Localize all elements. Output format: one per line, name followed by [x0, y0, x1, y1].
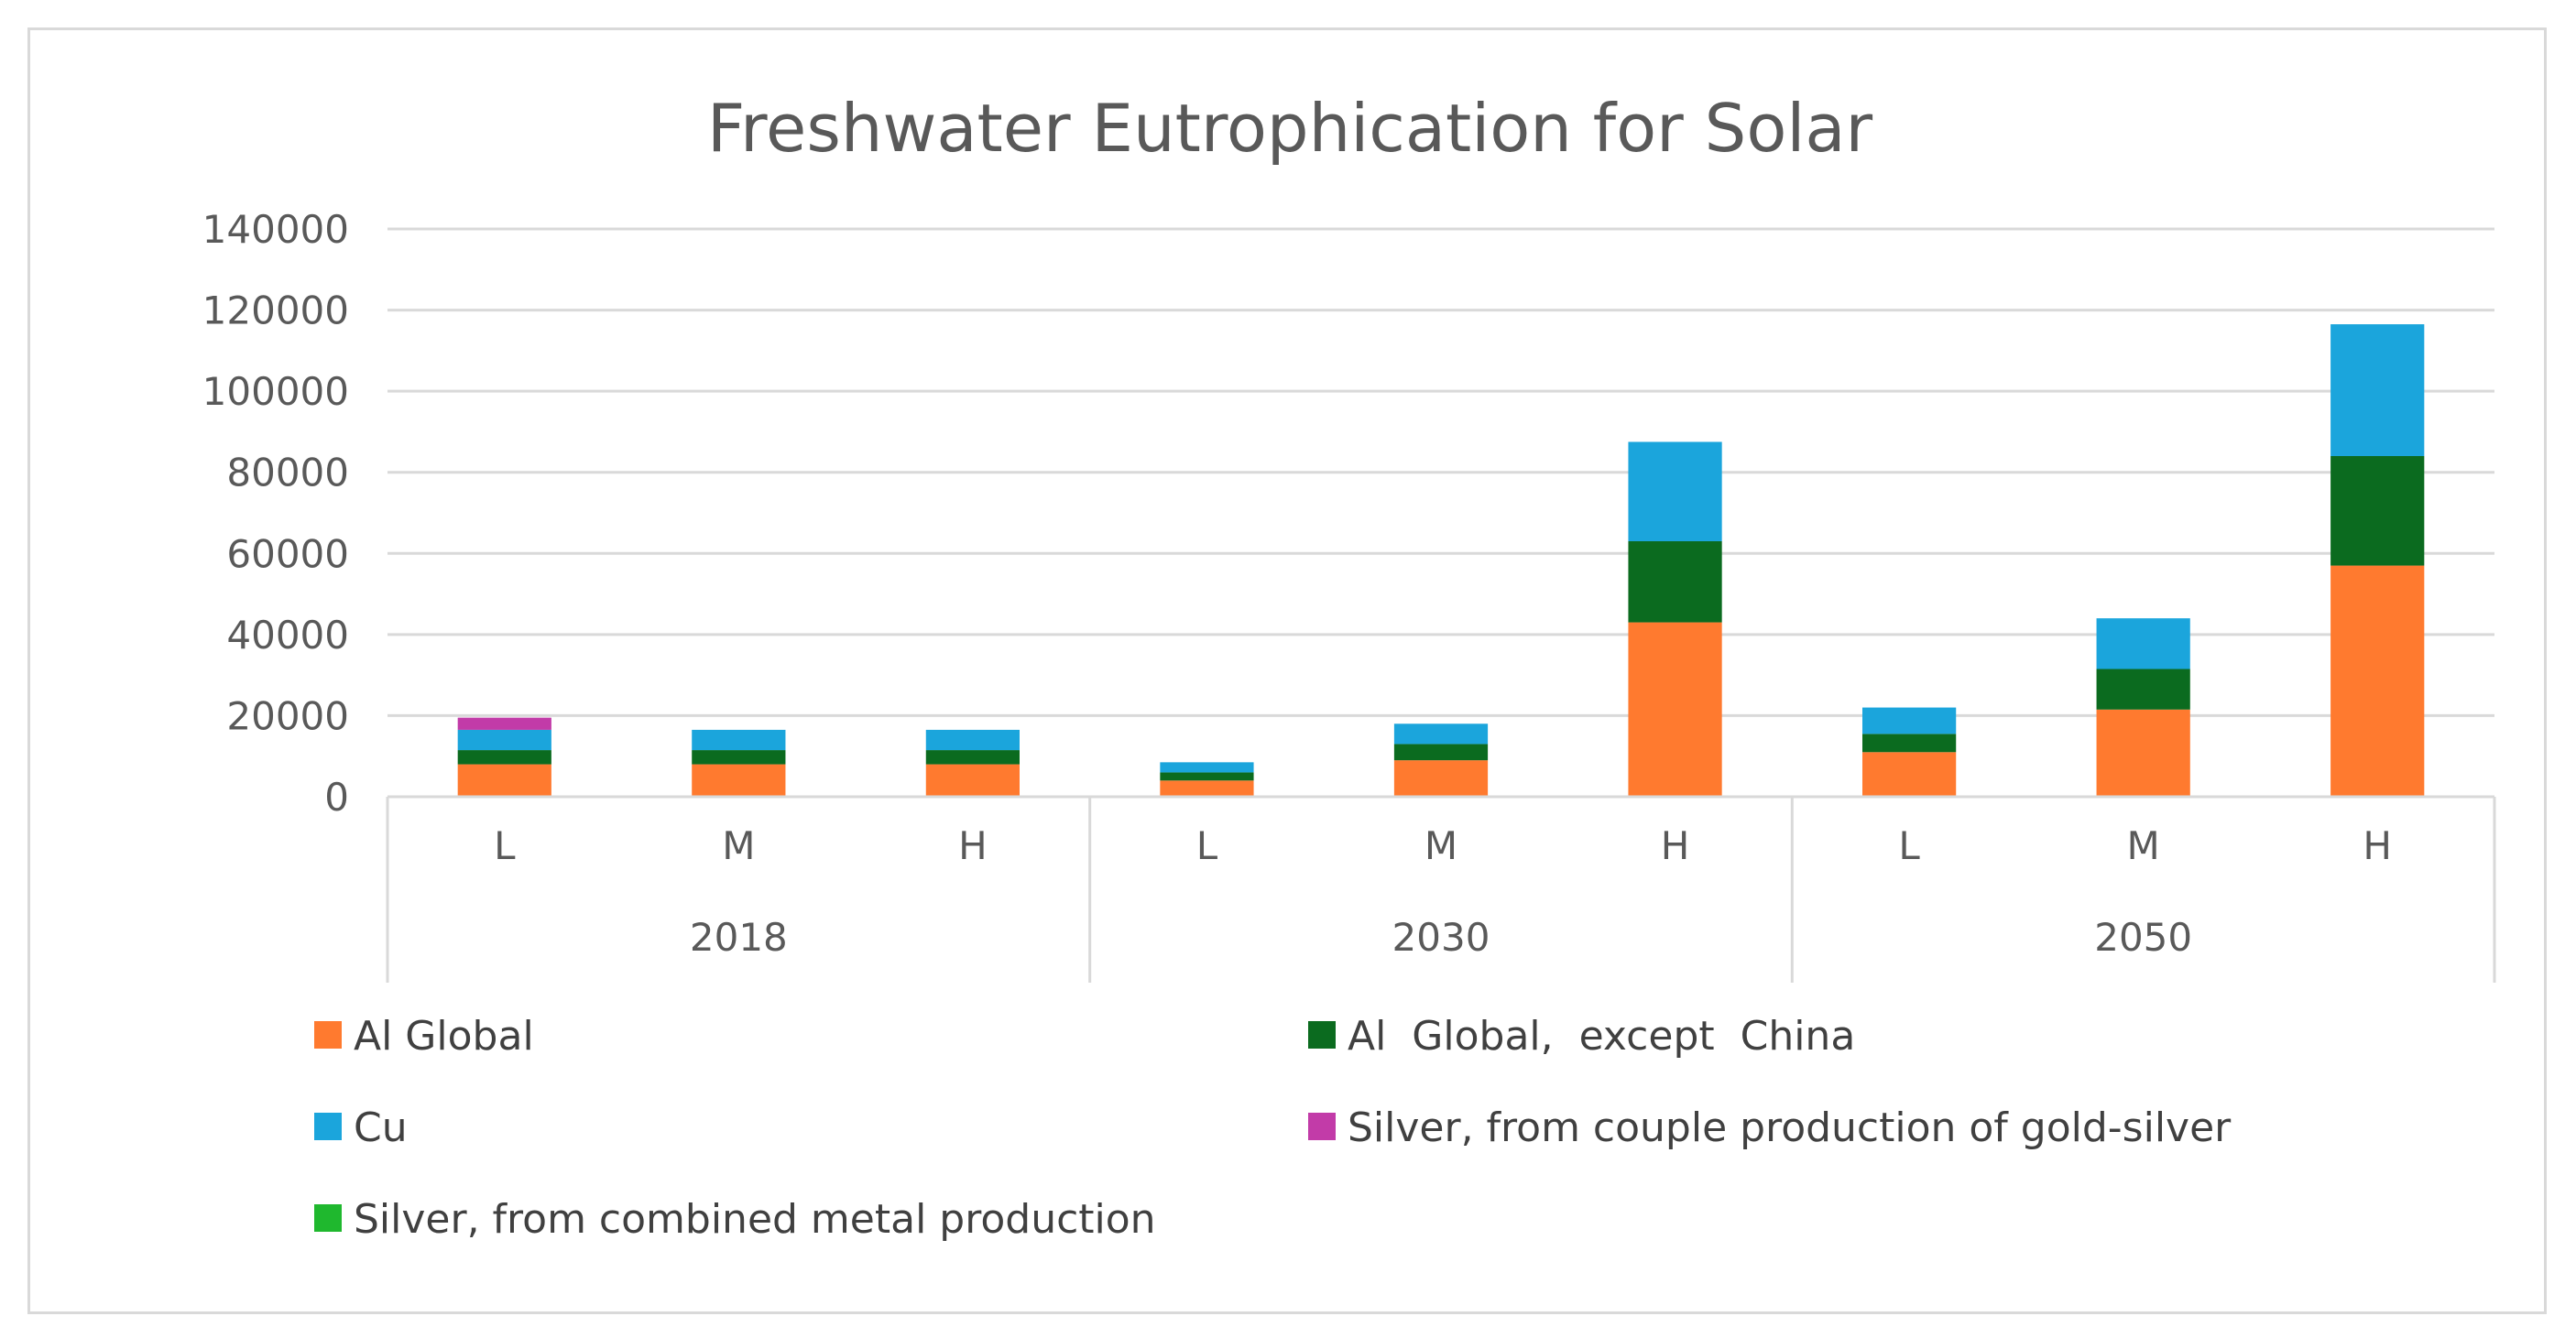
- bar-segment: [1628, 622, 1722, 797]
- chart-svg: Freshwater Eutrophication for Solar 0 200…: [202, 90, 2496, 1243]
- legend-label: Silver, from combined metal production: [354, 1196, 1156, 1243]
- bar-segment: [1862, 752, 1957, 797]
- bar-segment: [457, 764, 551, 797]
- bar-segment: [2330, 565, 2425, 797]
- bar-segment: [1862, 734, 1957, 753]
- legend-label: Silver, from couple production of gold-s…: [1348, 1104, 2232, 1151]
- y-tick-label: 0: [324, 775, 349, 820]
- y-tick-label: 100000: [202, 369, 349, 414]
- bar-segment: [2096, 618, 2190, 669]
- x-group-label: 2018: [690, 915, 788, 960]
- x-tick-label: H: [1661, 823, 1690, 868]
- legend-item: Al Global: [314, 1013, 534, 1060]
- bar-segment: [1628, 541, 1722, 623]
- legend-swatch: [314, 1021, 342, 1049]
- legend-item: Cu: [314, 1104, 408, 1151]
- bar-segment: [2096, 669, 2190, 710]
- bar-segment: [1160, 772, 1254, 781]
- legend-item: Silver, from combined metal production: [314, 1196, 1156, 1243]
- legend-swatch: [314, 1204, 342, 1232]
- bar-segment: [1393, 744, 1489, 761]
- y-tick-label: 120000: [202, 288, 349, 333]
- x-tick-label: L: [1196, 823, 1218, 868]
- bar-segment: [2330, 324, 2425, 456]
- bar-segment: [692, 729, 786, 751]
- legend-swatch: [1308, 1113, 1336, 1140]
- y-tick-label: 40000: [226, 613, 349, 658]
- y-tick-label: 20000: [226, 693, 349, 738]
- bar-segment: [1862, 707, 1957, 734]
- bars: [457, 324, 2425, 797]
- bar-segment: [692, 764, 786, 797]
- bar-segment: [925, 729, 1020, 751]
- x-group-label: 2050: [2094, 915, 2192, 960]
- bar-segment: [457, 750, 551, 765]
- chart-frame: Freshwater Eutrophication for Solar 0 200…: [27, 27, 2547, 1314]
- x-tick-label: M: [1424, 823, 1457, 868]
- bar-segment: [1628, 441, 1722, 541]
- x-tick-label: L: [1898, 823, 1920, 868]
- y-tick-label: 60000: [226, 531, 349, 576]
- legend-item: Silver, from couple production of gold-s…: [1308, 1104, 2232, 1151]
- bar-segment: [1393, 760, 1489, 797]
- gridlines: [387, 227, 2494, 717]
- bar-segment: [925, 750, 1020, 765]
- legend-label: Cu: [354, 1104, 408, 1151]
- bar-segment: [2330, 456, 2425, 566]
- legend-label: Al Global, except China: [1348, 1013, 1855, 1060]
- x-tick-label: H: [958, 823, 988, 868]
- legend-swatch: [1308, 1021, 1336, 1049]
- chart-title: Freshwater Eutrophication for Solar: [707, 90, 1873, 167]
- x-group-label: 2030: [1392, 915, 1490, 960]
- bar-segment: [692, 750, 786, 765]
- legend: Al Global Al Global, except China Cu Silver…: [314, 1013, 2232, 1243]
- bar-segment: [1160, 762, 1254, 773]
- x-tick-label: L: [494, 823, 516, 868]
- axes: 0 20000 40000 60000 80000 100000 120000 140000 L…: [202, 207, 2496, 983]
- x-tick-label: M: [2127, 823, 2160, 868]
- x-tick-label: H: [2363, 823, 2392, 868]
- legend-item: Al Global, except China: [1308, 1013, 1855, 1060]
- y-tick-label: 140000: [202, 207, 349, 252]
- bar-segment: [2096, 709, 2190, 797]
- x-tick-label: M: [722, 823, 755, 868]
- bar-segment: [457, 717, 551, 730]
- legend-swatch: [314, 1113, 342, 1140]
- bar-segment: [457, 729, 551, 751]
- bar-segment: [925, 764, 1020, 797]
- bar-segment: [1160, 780, 1254, 797]
- legend-label: Al Global: [354, 1013, 534, 1060]
- y-tick-label: 80000: [226, 451, 349, 495]
- bar-segment: [1393, 723, 1489, 745]
